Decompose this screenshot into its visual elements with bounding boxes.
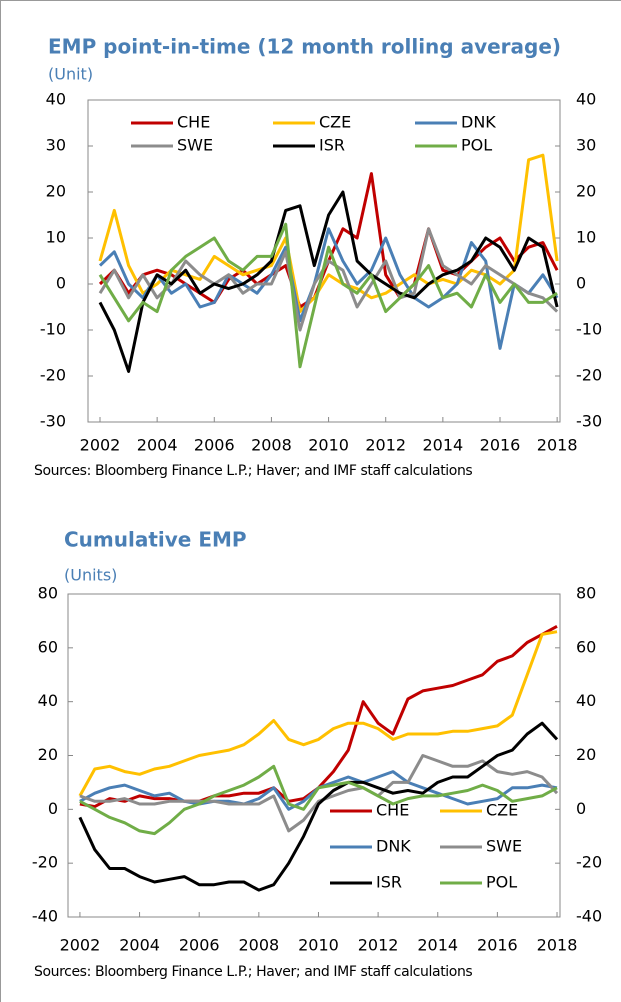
y-tick-label: -10	[40, 320, 66, 339]
series-line	[98, 227, 559, 332]
legend-label: ISR	[376, 873, 402, 892]
y2-tick-label: 40	[576, 90, 596, 109]
legend-label: CZE	[319, 113, 351, 132]
y-tick-label: -40	[32, 907, 58, 926]
plot-area	[87, 99, 561, 423]
chart-subtitle: (Unit)	[48, 65, 93, 84]
legend-label: CZE	[486, 801, 518, 820]
y-tick-label: 80	[38, 584, 58, 603]
x-tick-label: 2018	[537, 936, 578, 955]
y2-tick-label: -10	[576, 320, 602, 339]
plot-area	[67, 593, 561, 918]
y2-tick-label: 80	[576, 584, 596, 603]
x-tick-label: 2004	[137, 436, 178, 455]
source-note: Sources: Bloomberg Finance L.P.; Haver; …	[34, 463, 472, 479]
y2-tick-label: 40	[576, 691, 596, 710]
series-line	[98, 190, 559, 373]
legend-label: DNK	[376, 837, 411, 856]
y-tick-label: 40	[46, 90, 66, 109]
x-tick-label: 2002	[80, 436, 121, 455]
y-tick-label: 60	[38, 637, 58, 656]
x-tick-label: 2006	[179, 936, 220, 955]
x-tick-label: 2018	[537, 436, 578, 455]
y2-tick-label: 20	[576, 745, 596, 764]
y2-tick-label: -40	[576, 907, 602, 926]
legend-label: ISR	[319, 136, 345, 155]
y-tick-label: 10	[46, 228, 66, 247]
chart-title: EMP point-in-time (12 month rolling aver…	[48, 35, 561, 59]
y-tick-label: 0	[48, 799, 58, 818]
series-line	[98, 227, 559, 350]
y2-tick-label: -30	[576, 412, 602, 431]
x-tick-label: 2012	[358, 936, 399, 955]
x-tick-label: 2006	[194, 436, 235, 455]
legend-label: DNK	[461, 113, 496, 132]
y2-tick-label: 0	[576, 274, 586, 293]
x-tick-label: 2016	[477, 936, 518, 955]
x-tick-label: 2008	[238, 936, 279, 955]
legend-label: POL	[486, 873, 517, 892]
series-line	[79, 764, 558, 836]
y2-tick-label: 60	[576, 637, 596, 656]
x-tick-label: 2012	[365, 436, 406, 455]
x-tick-label: 2014	[422, 436, 463, 455]
y2-tick-label: -20	[576, 366, 602, 385]
y2-tick-label: 20	[576, 182, 596, 201]
series-line	[79, 754, 559, 833]
y2-tick-label: 0	[576, 799, 586, 818]
legend-label: SWE	[177, 136, 213, 155]
source-note: Sources: Bloomberg Finance L.P.; Haver; …	[34, 964, 472, 980]
legend-label: SWE	[486, 837, 522, 856]
chart-title: Cumulative EMP	[64, 528, 247, 552]
y-tick-label: 20	[46, 182, 66, 201]
x-tick-label: 2008	[251, 436, 292, 455]
legend-label: CHE	[177, 113, 210, 132]
y-tick-label: 30	[46, 136, 66, 155]
series-line	[78, 630, 558, 797]
x-tick-label: 2014	[417, 936, 458, 955]
y-tick-label: -30	[40, 412, 66, 431]
x-tick-label: 2004	[119, 936, 160, 955]
y-tick-label: -20	[32, 853, 58, 872]
x-tick-label: 2002	[60, 936, 101, 955]
y-tick-label: 0	[56, 274, 66, 293]
chart-subtitle: (Units)	[64, 566, 117, 585]
y-tick-label: 20	[38, 745, 58, 764]
x-tick-label: 2016	[480, 436, 521, 455]
y2-tick-label: 10	[576, 228, 596, 247]
series-line	[78, 721, 559, 892]
y2-tick-label: -20	[576, 853, 602, 872]
legend-label: POL	[461, 136, 492, 155]
legend-label: CHE	[376, 801, 409, 820]
series-line	[98, 222, 558, 369]
x-tick-label: 2010	[298, 936, 339, 955]
y-tick-label: 40	[38, 691, 58, 710]
y-tick-label: -20	[40, 366, 66, 385]
x-tick-label: 2010	[308, 436, 349, 455]
series-line	[79, 624, 558, 809]
y2-tick-label: 30	[576, 136, 596, 155]
